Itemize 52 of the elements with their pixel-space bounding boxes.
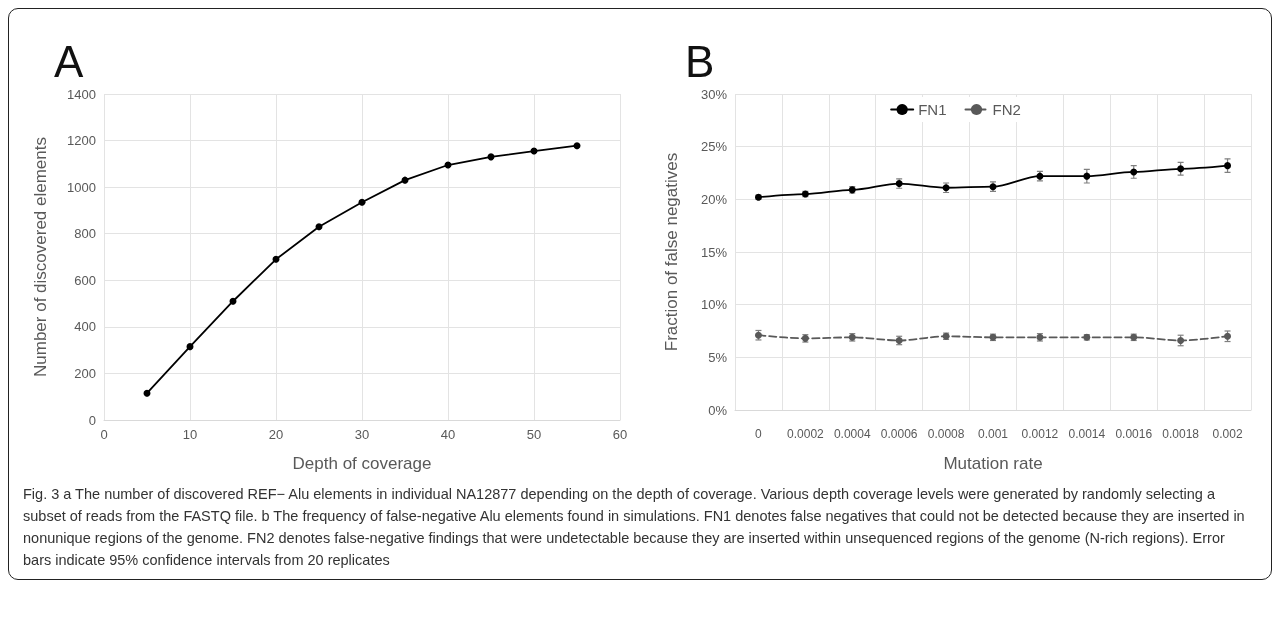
y-tick-label: 15% xyxy=(700,244,728,260)
legend-label: FN1 xyxy=(918,101,947,118)
y-tick-label: 600 xyxy=(74,272,96,288)
x-tick-label: 0.0008 xyxy=(927,427,965,441)
x-tick-label: 0.0004 xyxy=(833,427,871,441)
x-tick-label: 40 xyxy=(440,427,456,442)
x-tick-label: 0.001 xyxy=(977,427,1009,441)
caption: Fig. 3 a The number of discovered REF− Alu elements in individual NA12877 depending on the depth of coverage. Various depth coverage levels were generated by randomly selecting a subset of reads from the FASTQ file. b The frequency of false-negative Alu elements found in simulations. FN1 denotes false negatives that could not be detected because they are inserted in nonunique regions of the genome. FN2 denotes false-negative findings that were undetectable because they are inserted within unsequenced regions of the genome (N-rich regions). Error bars indicate 95% confidence intervals from 20 replicates xyxy=(22,485,1246,570)
y-tick-label: 30% xyxy=(700,86,728,102)
point xyxy=(1177,165,1185,173)
point xyxy=(1224,162,1232,170)
chart-title: B xyxy=(685,36,715,86)
x-tick-label: 0.0014 xyxy=(1068,427,1106,441)
y-tick-label: 20% xyxy=(700,191,728,207)
y-tick-label: 0 xyxy=(88,412,96,428)
chart-title: A xyxy=(54,36,84,86)
x-tick-label: 10 xyxy=(182,427,198,442)
point xyxy=(358,198,366,206)
point xyxy=(272,255,280,263)
legend-label: FN2 xyxy=(992,101,1021,118)
y-tick-label: 200 xyxy=(74,365,96,381)
y-tick-label: 1200 xyxy=(67,133,96,149)
x-tick-label: 0 xyxy=(100,427,108,442)
y-axis-title: Number of discovered elements xyxy=(31,136,50,378)
x-tick-label: 0.0012 xyxy=(1021,427,1059,441)
point xyxy=(315,223,323,231)
x-tick-label: 0.0002 xyxy=(787,427,825,441)
x-tick-label: 30 xyxy=(354,427,370,442)
x-tick-label: 20 xyxy=(268,427,284,442)
y-tick-label: 400 xyxy=(74,319,96,335)
y-tick-label: 25% xyxy=(700,139,728,155)
x-tick-label: 60 xyxy=(612,427,628,442)
x-axis-title: Depth of coverage xyxy=(292,454,432,473)
point xyxy=(573,142,581,150)
y-tick-label: 1400 xyxy=(67,86,96,102)
point xyxy=(143,389,151,397)
y-tick-label: 1000 xyxy=(67,179,96,195)
point xyxy=(1083,172,1091,180)
x-tick-label: 0.0018 xyxy=(1162,427,1200,441)
y-tick-label: 0% xyxy=(708,402,728,418)
x-tick-label: 50 xyxy=(526,427,542,442)
x-tick-label: 0.002 xyxy=(1212,427,1243,441)
x-tick-label: 0 xyxy=(755,427,763,441)
point xyxy=(186,343,194,351)
y-tick-label: 5% xyxy=(708,349,728,365)
y-axis-title: Fraction of false negatives xyxy=(662,152,681,352)
y-tick-label: 800 xyxy=(74,226,96,242)
y-tick-label: 10% xyxy=(700,297,728,313)
x-axis-title: Mutation rate xyxy=(943,454,1043,473)
x-tick-label: 0.0016 xyxy=(1115,427,1153,441)
x-tick-label: 0.0006 xyxy=(880,427,918,441)
point xyxy=(229,297,237,305)
